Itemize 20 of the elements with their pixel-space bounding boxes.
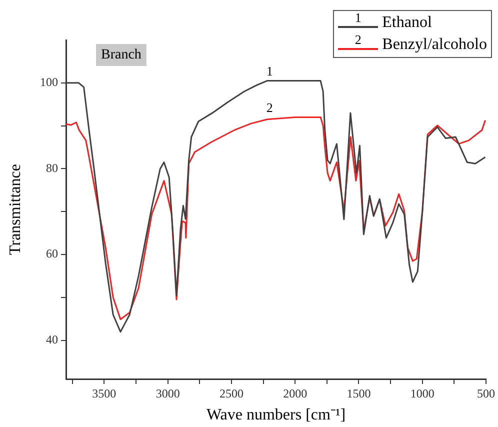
x-tick-label: 3500	[92, 386, 116, 400]
y-tick-label: 60	[46, 246, 58, 261]
annotation: Branch	[101, 48, 142, 63]
x-tick-label: 1500	[346, 386, 371, 400]
x-tick-label: 500	[477, 386, 495, 400]
annotation: 1	[266, 64, 273, 79]
x-tick-label: 2000	[283, 386, 308, 400]
y-axis-title: Transmittance	[6, 164, 24, 255]
annotation: 2	[266, 100, 273, 116]
x-axis-title: Wave numbers [cm⁻¹]	[206, 406, 346, 424]
legend-label: Benzyl/alcoholo	[382, 36, 487, 54]
text: 1	[354, 10, 362, 25]
x-tick-label: 3000	[156, 386, 180, 400]
y-tick-label: 100	[40, 75, 58, 90]
y-tick-label: 80	[46, 160, 58, 175]
x-tick-label: 1000	[410, 386, 434, 400]
text: 2	[354, 32, 362, 47]
legend-label: Ethanol	[382, 14, 432, 32]
y-tick-label: 40	[46, 332, 58, 347]
x-tick-label: 2500	[219, 386, 244, 400]
